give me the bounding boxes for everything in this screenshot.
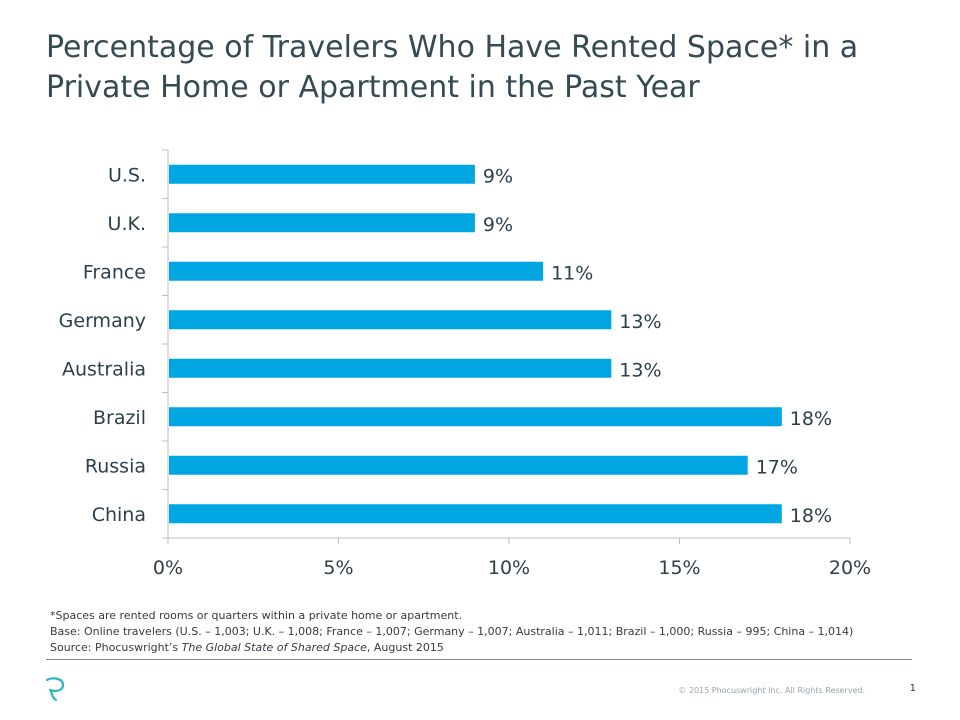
page-number: 1 — [909, 683, 916, 694]
data-label: 18% — [790, 408, 832, 430]
x-tick-label: 15% — [658, 557, 700, 579]
x-tick-label: 10% — [488, 557, 530, 579]
copyright-text: © 2015 Phocuswright Inc. All Rights Rese… — [678, 686, 865, 695]
title-line-1: Percentage of Travelers Who Have Rented … — [46, 30, 859, 65]
phocuswright-p-logo-icon — [45, 677, 65, 702]
source-suffix: , August 2015 — [366, 641, 444, 654]
chart-notes: *Spaces are rented rooms or quarters wit… — [50, 608, 920, 656]
category-label: Australia — [62, 358, 146, 380]
bar — [169, 261, 544, 281]
footer-divider — [46, 659, 912, 660]
category-label: U.K. — [108, 213, 146, 235]
data-label: 13% — [619, 359, 661, 381]
category-label: Germany — [59, 310, 146, 332]
bar — [169, 310, 612, 330]
bar — [169, 358, 612, 378]
chart-title: Percentage of Travelers Who Have Rented … — [46, 28, 926, 108]
footnote: *Spaces are rented rooms or quarters wit… — [50, 609, 463, 622]
source-prefix: Source: Phocuswright’s — [50, 641, 182, 654]
x-tick-label: 20% — [829, 557, 871, 579]
category-label: U.S. — [108, 164, 146, 186]
bar — [169, 504, 782, 524]
category-label: China — [92, 504, 146, 526]
bar — [169, 213, 475, 233]
data-label: 18% — [790, 505, 832, 527]
base-note: Base: Online travelers (U.S. – 1,003; U.… — [50, 625, 854, 638]
source-title: The Global State of Shared Space — [181, 641, 367, 654]
category-label: Russia — [85, 455, 146, 477]
title-line-2: Private Home or Apartment in the Past Ye… — [46, 70, 700, 105]
bar — [169, 455, 748, 475]
category-label: France — [83, 261, 146, 283]
bar — [169, 407, 782, 427]
data-label: 9% — [483, 165, 513, 187]
x-tick-label: 0% — [153, 557, 183, 579]
bar — [169, 164, 475, 184]
data-label: 9% — [483, 214, 513, 236]
category-label: Brazil — [93, 407, 146, 429]
bar-chart: 0% 5% 10% 15% 20% U.S. 9% U.K. 9% France 11% German… — [59, 149, 871, 579]
x-tick-label: 5% — [323, 557, 353, 579]
source-note: Source: Phocuswright’s The Global State … — [50, 640, 920, 656]
data-label: 11% — [551, 262, 593, 284]
data-label: 13% — [619, 311, 661, 333]
data-label: 17% — [756, 456, 798, 478]
